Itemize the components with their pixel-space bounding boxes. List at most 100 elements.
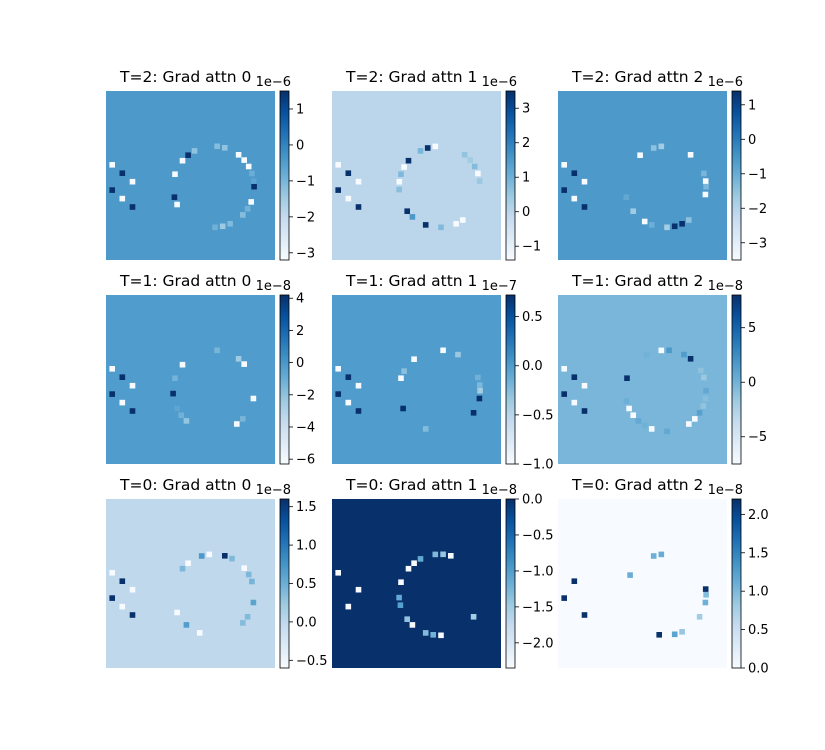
heatmap-panel: T=2: Grad attn 2 1 0 −1 −2 −3 1e−6	[558, 68, 767, 261]
colorbar-tick-label: 3	[522, 102, 530, 117]
heatmap-cell	[622, 594, 628, 601]
heatmap-cell	[571, 578, 578, 584]
heatmap-cell	[581, 612, 588, 618]
panel-title: T=2: Grad attn 1	[345, 68, 477, 86]
heatmap-cell	[686, 421, 692, 427]
heatmap-cell	[241, 565, 247, 571]
heatmap-cell	[581, 382, 588, 389]
colorbar-exponent: 1e−6	[708, 75, 743, 90]
heatmap-panel: T=0: Grad attn 1 0.0 −0.5 −1.0 −1.5 −2.0 1e−8	[332, 476, 554, 669]
heatmap-cell	[206, 551, 213, 558]
heatmap-cell	[630, 208, 636, 214]
colorbar-tick-label: 0	[748, 133, 756, 148]
colorbar-tick-label: 4	[296, 292, 304, 307]
heatmap-panel: T=2: Grad attn 0 1 0 −1 −2 −3 1e−6	[106, 68, 315, 261]
colorbar-tick-label: 1	[296, 102, 304, 117]
heatmap-cell	[666, 347, 672, 354]
heatmap-cell	[643, 352, 650, 358]
panel-title: T=0: Grad attn 0	[119, 476, 251, 494]
heatmap-cell	[650, 145, 657, 151]
heatmap-cell	[345, 399, 352, 406]
heatmap-cell	[424, 145, 431, 151]
heatmap-cell	[396, 594, 402, 601]
heatmap-cell	[422, 426, 429, 432]
heatmap-cell	[119, 195, 126, 202]
heatmap-panel: T=1: Grad attn 2 5 0 −5 1e−8	[558, 272, 767, 465]
heatmap-cell	[438, 632, 444, 639]
heatmap-cell	[561, 162, 567, 168]
panel-title: T=1: Grad attn 0	[119, 272, 251, 290]
heatmap-cell	[355, 408, 362, 414]
heatmap-cell	[241, 361, 247, 367]
heatmap-cell	[671, 223, 678, 230]
colorbar-tick-label: 1	[522, 171, 530, 186]
colorbar-tick-label: 5	[748, 321, 756, 336]
colorbar-tick-label: 0.5	[522, 310, 543, 325]
colorbar-tick-label: 0.5	[296, 577, 317, 592]
heatmap-cell	[196, 630, 203, 636]
heatmap-cell	[571, 603, 578, 610]
colorbar-tick-label: −4	[296, 420, 315, 435]
heatmap-cell	[453, 629, 459, 635]
heatmap-cell	[658, 551, 665, 558]
heatmap-cell	[119, 603, 126, 610]
heatmap-cell	[119, 399, 126, 406]
colorbar	[731, 498, 742, 669]
heatmap-cell	[681, 351, 687, 358]
heatmap-cell	[623, 194, 630, 200]
heatmap-cell	[581, 586, 588, 593]
heatmap-cell	[345, 374, 352, 380]
heatmap-cell	[355, 204, 362, 210]
heatmap-cell	[422, 630, 429, 636]
heatmap-cell	[335, 391, 341, 397]
colorbar-tick-label: −3	[296, 246, 315, 261]
heatmap-cell	[702, 586, 709, 592]
heatmap-cell	[345, 578, 352, 584]
heatmap-cell	[400, 405, 406, 412]
colorbar-tick-label: −2	[748, 202, 767, 217]
colorbar-tick-label: 1.5	[748, 546, 769, 561]
heatmap-cell	[183, 418, 190, 424]
heatmap-cell	[234, 421, 240, 427]
heatmap-area	[332, 295, 501, 464]
heatmap-cell	[701, 374, 707, 381]
colorbar-tick-label: −1	[748, 167, 767, 182]
heatmap-cell	[687, 356, 694, 362]
colorbar-tick-label: −0.5	[522, 528, 554, 543]
heatmap-cell	[222, 145, 228, 151]
heatmap-cell	[658, 143, 665, 150]
heatmap-cell	[250, 599, 257, 606]
heatmap-cell	[129, 204, 136, 210]
heatmap-cell	[241, 157, 247, 163]
heatmap-cell	[448, 553, 454, 559]
heatmap-cell	[174, 201, 180, 208]
colorbar	[505, 294, 516, 465]
heatmap-cell	[701, 578, 707, 585]
heatmap-cell	[401, 368, 407, 374]
heatmap-cell	[561, 391, 567, 397]
heatmap-cell	[571, 374, 578, 380]
colorbar-tick-label: −2	[296, 210, 315, 225]
colorbar	[505, 90, 516, 261]
colorbar-exponent: 1e−6	[256, 75, 291, 90]
colorbar-exponent: 1e−8	[708, 483, 743, 498]
heatmap-cell	[179, 361, 186, 368]
colorbar	[505, 498, 516, 669]
heatmap-cell	[432, 143, 439, 150]
heatmap-cell	[251, 183, 257, 190]
colorbar-tick-label: −0.5	[296, 654, 328, 669]
heatmap-cell	[227, 221, 233, 227]
heatmap-cell	[475, 170, 481, 177]
heatmap-cell	[453, 221, 459, 227]
panel-grid: T=2: Grad attn 010−1−2−31e−6 T=2: Grad at…	[106, 68, 769, 677]
heatmap-cell	[702, 178, 709, 184]
heatmap-panel: T=0: Grad attn 0 1.5 1.0 0.5 0.0 −0.5 1e−8	[106, 476, 328, 669]
heatmap-cell	[191, 148, 198, 154]
heatmap-cell	[355, 382, 362, 389]
heatmap-cell	[561, 366, 567, 372]
heatmap-cell	[648, 426, 655, 432]
heatmap-cell	[417, 148, 424, 154]
heatmap-cell	[174, 405, 180, 412]
heatmap-cell	[129, 382, 136, 389]
heatmap-cell	[561, 187, 567, 193]
